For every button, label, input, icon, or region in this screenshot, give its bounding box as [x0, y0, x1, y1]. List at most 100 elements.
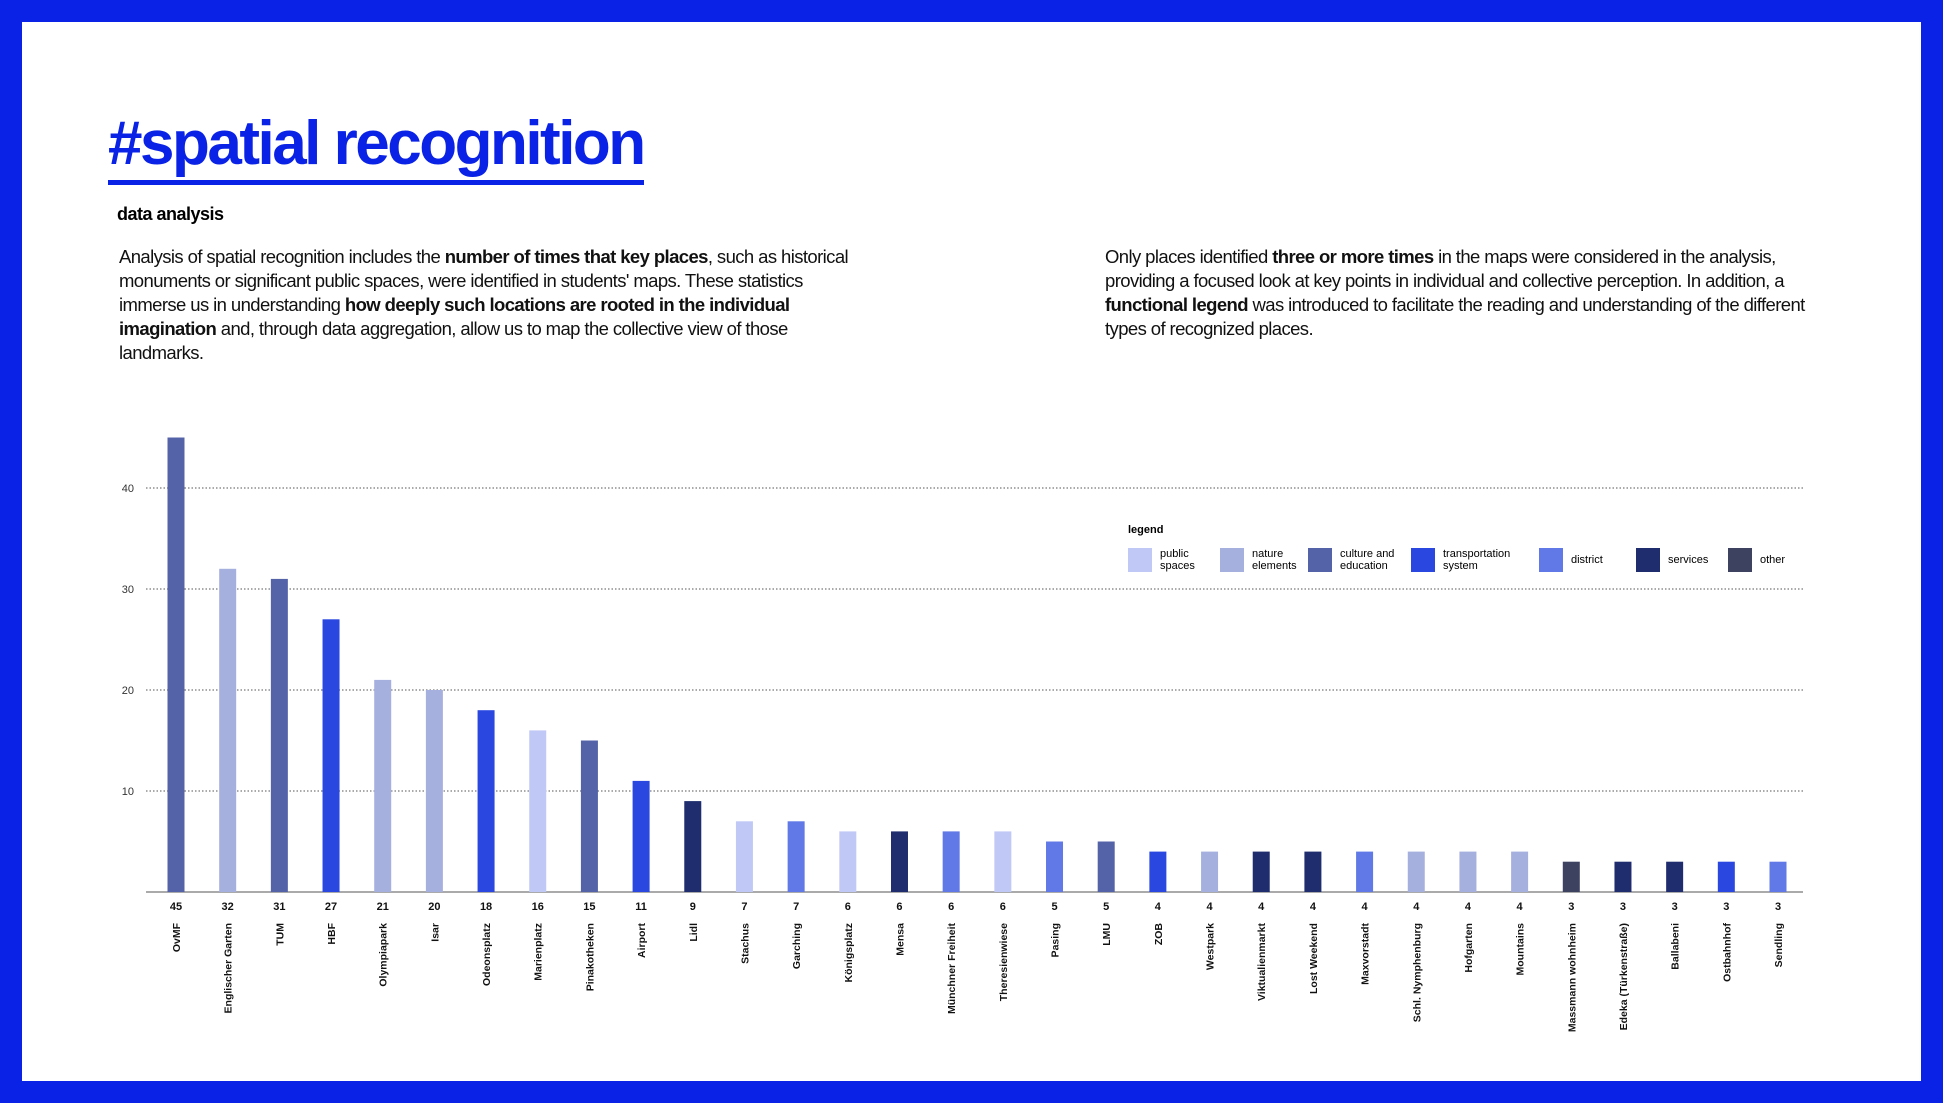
legend-label: transportation system: [1443, 548, 1511, 572]
x-tick-label: Ballabeni: [1670, 923, 1682, 970]
legend-item: services: [1636, 548, 1708, 572]
legend-swatch: [1220, 548, 1244, 572]
x-tick-label: Isar: [429, 923, 441, 942]
value-label: 11: [635, 901, 647, 913]
x-tick-label: Garching: [791, 923, 803, 969]
bar: [890, 831, 908, 892]
legend-title: legend: [1128, 524, 1164, 536]
x-tick-label: Massmann wohnheim: [1566, 923, 1578, 1032]
x-tick-label: Marienplatz: [533, 923, 545, 981]
legend-swatch: [1128, 548, 1152, 572]
value-label: 3: [1723, 901, 1729, 913]
x-tick-label: Maxvorstadt: [1360, 923, 1372, 985]
value-label: 4: [1517, 901, 1524, 913]
x-tick-label: Odeonsplatz: [481, 923, 493, 986]
bar: [1252, 851, 1270, 892]
bar: [1614, 861, 1632, 892]
bar: [270, 578, 288, 892]
x-tick-label: Königsplatz: [843, 923, 855, 983]
x-tick-label: Viktualienmarkt: [1256, 923, 1268, 1002]
text: Analysis of spatial recognition includes…: [119, 246, 445, 267]
legend-item: public spaces: [1128, 548, 1224, 572]
legend-item: nature elements: [1220, 548, 1316, 572]
text: was introduced to facilitate the reading…: [1105, 294, 1805, 339]
legend-label: other: [1760, 554, 1786, 566]
x-tick-label: Schl. Nymphenburg: [1411, 923, 1423, 1022]
value-label: 15: [583, 901, 595, 913]
value-label: 3: [1672, 901, 1678, 913]
bar: [684, 801, 702, 892]
x-tick-label: TUM: [274, 923, 286, 946]
x-tick-label: Stachus: [739, 923, 751, 964]
value-label: 4: [1413, 901, 1420, 913]
x-tick-label: Edeka (Türkenstraße): [1618, 923, 1630, 1030]
value-label: 16: [532, 901, 544, 913]
bold-text: three or more times: [1272, 246, 1434, 267]
bar: [374, 679, 392, 892]
x-tick-label: LMU: [1101, 923, 1113, 946]
bar: [1666, 861, 1684, 892]
legend: legend public spaces nature elements cultu…: [1128, 524, 1828, 594]
value-label: 4: [1465, 901, 1472, 913]
legend-label: nature elements: [1252, 548, 1297, 572]
x-tick-label: Westpark: [1205, 923, 1217, 970]
x-tick-label: Airport: [636, 923, 648, 959]
value-label: 4: [1206, 901, 1213, 913]
x-tick-label: Englischer Garten: [223, 923, 235, 1013]
bar: [1511, 851, 1529, 892]
bar: [425, 690, 443, 892]
bar: [1562, 861, 1580, 892]
value-label: 4: [1155, 901, 1162, 913]
value-label: 3: [1620, 901, 1626, 913]
legend-label: public spaces: [1160, 548, 1195, 572]
legend-label: district: [1571, 554, 1603, 566]
value-label: 18: [480, 901, 492, 913]
x-tick-label: Pasing: [1050, 923, 1062, 957]
x-tick-label: Mensa: [894, 923, 906, 956]
x-tick-label: Ostbahnhof: [1721, 923, 1733, 982]
bold-text: functional legend: [1105, 294, 1249, 315]
value-label: 6: [845, 901, 851, 913]
bar: [1046, 841, 1064, 892]
paragraph: Only places identified three or more tim…: [1105, 245, 1825, 341]
x-tick-label: ZOB: [1153, 923, 1165, 946]
bar: [632, 780, 650, 892]
text: , such as historical monuments or signif…: [119, 246, 849, 315]
paragraph: Analysis of spatial recognition includes…: [119, 245, 869, 365]
bar: [735, 821, 753, 892]
value-label: 7: [741, 901, 747, 913]
x-tick-label: OvMF: [171, 922, 183, 952]
x-tick-label: Pinakotheken: [584, 923, 596, 991]
bar: [1201, 851, 1219, 892]
bar: [167, 437, 185, 892]
x-tick-label: Sendling: [1773, 923, 1785, 967]
y-tick-label: 30: [122, 584, 134, 596]
value-label: 7: [793, 901, 799, 913]
value-label: 4: [1362, 901, 1369, 913]
bar: [477, 710, 495, 892]
bar: [1717, 861, 1735, 892]
x-tick-label: Lost Weekend: [1308, 923, 1320, 994]
legend-item: culture and education: [1308, 548, 1404, 572]
bar: [529, 730, 547, 892]
bar: [839, 831, 857, 892]
bar: [994, 831, 1012, 892]
text: in the maps were considered in the analy…: [1105, 246, 1785, 291]
value-label: 5: [1051, 901, 1057, 913]
bar: [942, 831, 960, 892]
legend-item: district: [1539, 548, 1603, 572]
value-label: 31: [273, 901, 285, 913]
value-label: 4: [1258, 901, 1265, 913]
legend-swatch: [1728, 548, 1752, 572]
subtitle: data analysis: [117, 204, 224, 224]
value-label: 32: [222, 901, 234, 913]
text: and, through data aggregation, allow us …: [119, 318, 788, 363]
bold-text: how deeply such locations are rooted in …: [119, 294, 790, 339]
value-label: 3: [1775, 901, 1781, 913]
x-tick-label: HBF: [326, 922, 338, 944]
legend-swatch: [1411, 548, 1435, 572]
value-label: 9: [690, 901, 696, 913]
value-label: 3: [1568, 901, 1574, 913]
